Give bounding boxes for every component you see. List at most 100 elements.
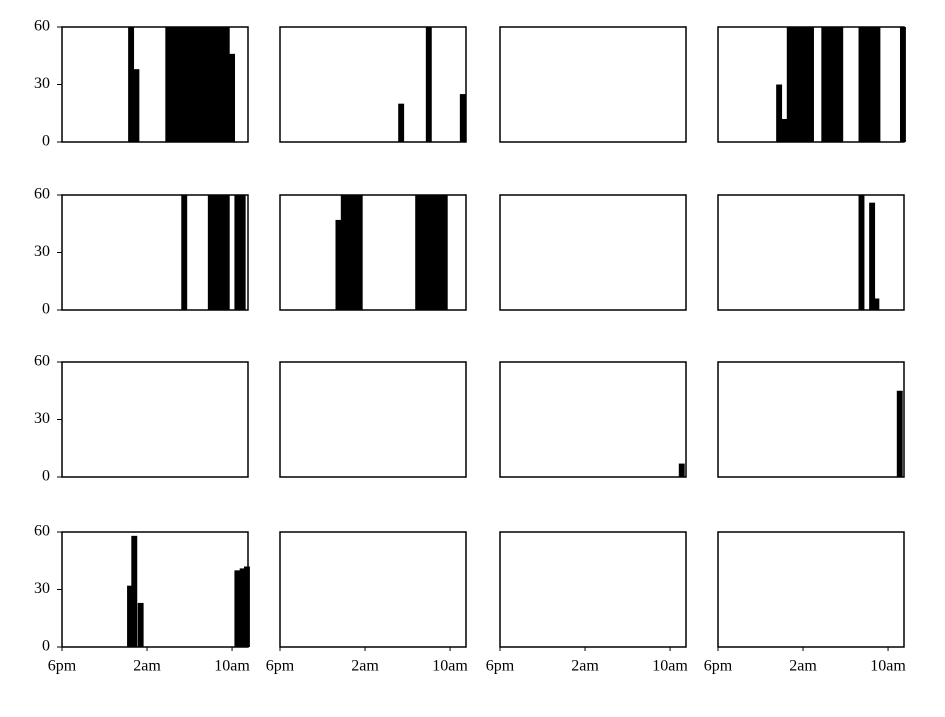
bar (869, 202, 876, 310)
bar (234, 570, 241, 647)
bar (229, 53, 236, 143)
bar (837, 27, 844, 142)
x-tick-label: 2am (571, 658, 599, 675)
bar (207, 27, 214, 142)
bar (776, 84, 783, 142)
bar (808, 27, 814, 142)
y-tick-label: 30 (34, 410, 50, 427)
bar (863, 27, 870, 142)
bar (831, 27, 838, 142)
bar (398, 103, 405, 142)
bar (197, 27, 204, 142)
bar (346, 195, 353, 310)
x-tick-label: 6pm (48, 658, 77, 675)
bar (207, 195, 214, 310)
plot-frame (279, 194, 467, 311)
plot-frame (499, 531, 687, 648)
plot-frame (717, 194, 905, 311)
bar (181, 27, 188, 142)
bar (186, 27, 193, 142)
x-tick-label: 2am (351, 658, 379, 675)
x-tick-label: 6pm (704, 658, 733, 675)
x-tick-label: 2am (789, 658, 817, 675)
bar (678, 463, 685, 477)
bar (436, 195, 443, 310)
bar (869, 27, 876, 142)
bar (858, 195, 865, 310)
bar (786, 27, 793, 142)
bar (127, 585, 133, 647)
bar (356, 195, 363, 310)
bar (234, 195, 241, 310)
bar (873, 298, 880, 310)
bar (335, 219, 342, 310)
bar (202, 27, 209, 142)
bar (213, 195, 220, 310)
plot-frame (279, 361, 467, 478)
bar (137, 602, 144, 647)
plot-frame (717, 531, 905, 648)
bar (858, 27, 865, 142)
bar (826, 27, 833, 142)
bar (223, 27, 230, 142)
bar (131, 535, 138, 647)
bar (431, 195, 438, 310)
x-tick-label: 10am (432, 658, 468, 675)
bar (459, 94, 466, 142)
bar (165, 27, 172, 142)
y-tick-label: 30 (34, 75, 50, 92)
bar (874, 27, 881, 142)
bar (243, 566, 250, 647)
bar (896, 390, 903, 477)
plot-frame (499, 361, 687, 478)
bar (425, 195, 432, 310)
bar (175, 27, 182, 142)
plot-frame (717, 361, 905, 478)
bar (218, 195, 225, 310)
y-tick-label: 60 (34, 186, 50, 203)
bar (792, 27, 799, 142)
plot-frame (61, 531, 249, 648)
x-tick-label: 10am (214, 658, 250, 675)
y-tick-label: 60 (34, 353, 50, 370)
plot-frame (279, 26, 467, 143)
y-tick-label: 0 (42, 133, 50, 150)
y-tick-label: 60 (34, 18, 50, 35)
plot-frame (61, 361, 249, 478)
bar (170, 27, 177, 142)
bar (899, 27, 906, 142)
y-tick-label: 30 (34, 580, 50, 597)
bar (239, 195, 246, 310)
bar (218, 27, 225, 142)
bar (239, 568, 246, 647)
y-tick-label: 30 (34, 243, 50, 260)
y-tick-label: 0 (42, 638, 50, 655)
bar (191, 27, 198, 142)
x-tick-label: 6pm (486, 658, 515, 675)
bar (821, 27, 828, 142)
bar (340, 195, 347, 310)
bar (223, 195, 230, 310)
x-tick-label: 2am (133, 658, 161, 675)
x-tick-label: 10am (652, 658, 688, 675)
bar (441, 195, 448, 310)
x-tick-label: 6pm (266, 658, 295, 675)
plot-frame (279, 531, 467, 648)
plot-frame (499, 26, 687, 143)
bar (133, 69, 140, 142)
bar (797, 27, 804, 142)
y-tick-label: 0 (42, 301, 50, 318)
plot-frame (499, 194, 687, 311)
bar (128, 27, 135, 142)
bar (420, 195, 427, 310)
y-tick-label: 0 (42, 468, 50, 485)
bar (425, 27, 432, 142)
bar (781, 119, 788, 142)
bar (181, 195, 188, 310)
bar (415, 195, 422, 310)
bar (802, 27, 809, 142)
x-tick-label: 10am (870, 658, 906, 675)
bar (213, 27, 220, 142)
y-tick-label: 60 (34, 523, 50, 540)
